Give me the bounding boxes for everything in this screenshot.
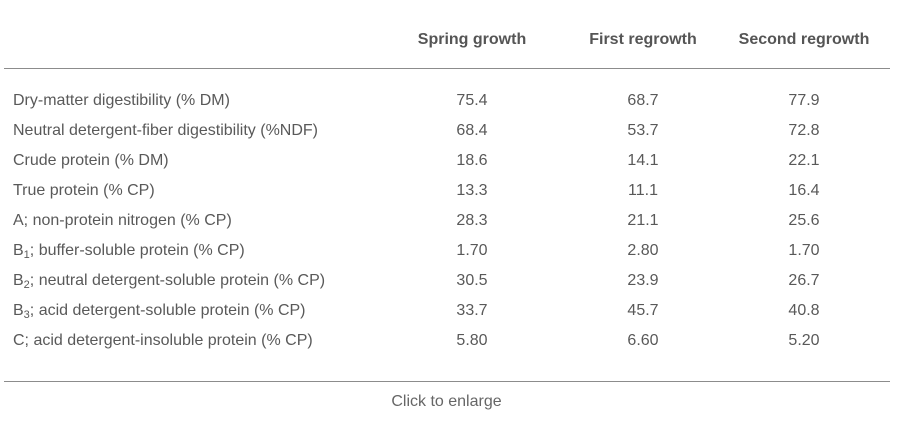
- row-label-prefix: B: [13, 272, 24, 289]
- cell-value: 11.1: [628, 182, 658, 199]
- row-label: True protein (% CP): [13, 182, 155, 199]
- table-row: A; non-protein nitrogen (% CP) 28.3 21.1…: [4, 209, 890, 239]
- row-label: B3; acid detergent-soluble protein (% CP…: [13, 302, 306, 321]
- cell-value: 75.4: [456, 92, 488, 109]
- table-row: Crude protein (% DM) 18.6 14.1 22.1: [4, 149, 890, 179]
- row-label: B2; neutral detergent-soluble protein (%…: [13, 272, 326, 291]
- cell-value: 5.20: [788, 332, 820, 349]
- table-header: Spring growth First regrowth Second regr…: [4, 0, 890, 69]
- cell-value: 77.9: [788, 92, 820, 109]
- table-row: B1; buffer-soluble protein (% CP) 1.70 2…: [4, 239, 890, 269]
- cell-value: 30.5: [456, 272, 488, 289]
- cell-value: 72.8: [788, 122, 820, 139]
- row-label-subscript: 2: [23, 279, 30, 291]
- row-label: Dry-matter digestibility (% DM): [13, 92, 230, 109]
- cell-value: 18.6: [456, 152, 488, 169]
- data-table: Spring growth First regrowth Second regr…: [4, 0, 890, 382]
- cell-value: 14.1: [627, 152, 659, 169]
- cell-value: 26.7: [788, 272, 820, 289]
- row-label-subscript: 1: [23, 249, 30, 261]
- table-row: B2; neutral detergent-soluble protein (%…: [4, 269, 890, 299]
- cell-value: 33.7: [456, 302, 488, 319]
- cell-value: 28.3: [456, 212, 488, 229]
- cell-value: 1.70: [788, 242, 820, 259]
- column-header-spring-growth: Spring growth: [417, 31, 527, 48]
- row-label-rest: ; buffer-soluble protein (% CP): [29, 242, 245, 259]
- cell-value: 21.1: [627, 212, 659, 229]
- cell-value: 53.7: [627, 122, 659, 139]
- cell-value: 6.60: [627, 332, 659, 349]
- cell-value: 16.4: [788, 182, 820, 199]
- row-label-rest: ; acid detergent-soluble protein (% CP): [29, 302, 306, 319]
- table-body: Dry-matter digestibility (% DM) 75.4 68.…: [4, 69, 890, 382]
- row-label-subscript: 3: [23, 309, 30, 321]
- row-label: C; acid detergent-insoluble protein (% C…: [13, 332, 313, 349]
- row-label: B1; buffer-soluble protein (% CP): [13, 242, 245, 261]
- row-label-prefix: B: [13, 242, 24, 259]
- column-header-first-regrowth: First regrowth: [589, 31, 697, 48]
- cell-value: 25.6: [788, 212, 820, 229]
- cell-value: 68.7: [627, 92, 659, 109]
- table-row: C; acid detergent-insoluble protein (% C…: [4, 329, 890, 359]
- cell-value: 2.80: [627, 242, 659, 259]
- row-label: Crude protein (% DM): [13, 152, 169, 169]
- row-label-prefix: B: [13, 302, 24, 319]
- cell-value: 5.80: [456, 332, 488, 349]
- column-header-second-regrowth: Second regrowth: [738, 31, 870, 48]
- row-label: A; non-protein nitrogen (% CP): [13, 212, 232, 229]
- cell-value: 23.9: [627, 272, 659, 289]
- cell-value: 13.3: [456, 182, 488, 199]
- cell-value: 68.4: [456, 122, 488, 139]
- cell-value: 40.8: [788, 302, 820, 319]
- table-row: B3; acid detergent-soluble protein (% CP…: [4, 299, 890, 329]
- click-to-enlarge-link[interactable]: Click to enlarge: [391, 393, 502, 410]
- table-row: Dry-matter digestibility (% DM) 75.4 68.…: [4, 89, 890, 119]
- table-row: True protein (% CP) 13.3 11.1 16.4: [4, 179, 890, 209]
- table-row: Neutral detergent-fiber digestibility (%…: [4, 119, 890, 149]
- cell-value: 45.7: [627, 302, 659, 319]
- row-label-rest: ; neutral detergent-soluble protein (% C…: [29, 272, 326, 289]
- row-label: Neutral detergent-fiber digestibility (%…: [13, 122, 318, 139]
- cell-value: 22.1: [788, 152, 820, 169]
- cell-value: 1.70: [456, 242, 488, 259]
